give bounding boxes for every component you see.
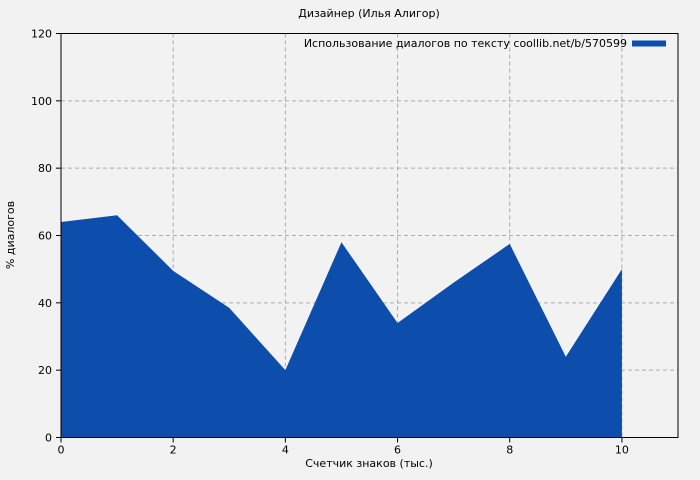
y-tick-label: 0 (45, 432, 52, 445)
x-tick-label: 4 (282, 444, 289, 457)
x-tick-label: 10 (615, 444, 629, 457)
x-tick-label: 8 (506, 444, 513, 457)
axis-ticks (56, 33, 623, 443)
x-tick-label: 2 (170, 444, 177, 457)
x-tick-label: 0 (58, 444, 65, 457)
y-tick-label: 40 (38, 297, 52, 310)
area-series-fill (61, 215, 622, 438)
y-tick-label: 60 (38, 230, 52, 243)
legend: Использование диалогов по тексту coollib… (304, 37, 666, 50)
x-tick-label: 6 (394, 444, 401, 457)
y-tick-label: 100 (31, 95, 52, 108)
y-axis-label: % диалогов (4, 201, 17, 269)
y-tick-label: 120 (31, 28, 52, 41)
y-tick-label: 80 (38, 162, 52, 175)
legend-swatch (632, 40, 666, 47)
chart-title: Дизайнер (Илья Алигор) (298, 7, 440, 20)
x-axis-label: Счетчик знаков (тыс.) (305, 457, 433, 470)
y-tick-label: 20 (38, 364, 52, 377)
legend-label: Использование диалогов по тексту coollib… (304, 37, 627, 50)
